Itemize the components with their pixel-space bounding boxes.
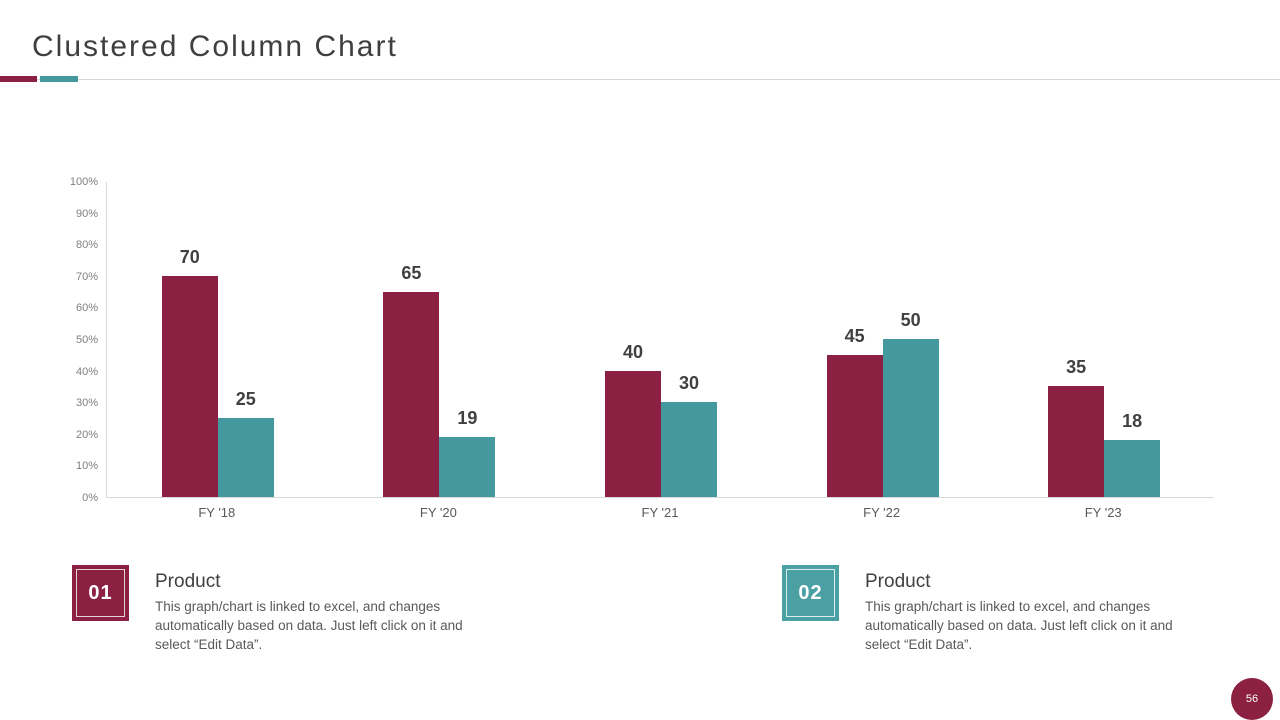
bar-value-label: 70 — [179, 246, 200, 267]
bar-series2-cat3[interactable] — [661, 402, 717, 497]
bar-series2-cat1[interactable] — [217, 418, 274, 497]
x-axis-label: FY '18 — [198, 505, 236, 520]
divider-accent-maroon — [0, 76, 37, 82]
page-number: 56 — [1245, 693, 1259, 705]
title-divider — [0, 79, 1280, 80]
y-axis-tick: 30% — [75, 397, 98, 410]
page-title: Clustered Column Chart — [32, 30, 398, 63]
y-axis-tick: 40% — [75, 365, 98, 378]
callout-01-number-badge: 01 — [72, 565, 129, 621]
callout-product-01: 01 Product This graph/chart is linked to… — [72, 565, 500, 654]
bar-series1-cat3[interactable] — [605, 370, 661, 497]
bar-value-label: 45 — [844, 325, 865, 346]
bar-series1-cat1[interactable] — [161, 275, 218, 497]
bar-value-label: 40 — [622, 341, 644, 362]
callout-02-title: Product — [865, 571, 931, 592]
bar-series2-cat2[interactable] — [439, 436, 496, 497]
x-axis-label: FY '21 — [641, 505, 679, 520]
callout-product-02: 02 Product This graph/chart is linked to… — [782, 565, 1210, 654]
bar-value-label: 19 — [457, 407, 478, 428]
bar-series2-cat4[interactable] — [882, 339, 939, 497]
y-axis-tick: 80% — [75, 239, 98, 252]
callout-01-description: This graph/chart is linked to excel, and… — [155, 599, 463, 652]
y-axis-tick: 70% — [75, 270, 98, 283]
y-axis: 0% 10% 20% 30% 40% 50% 60% 70% 80% 90% 100% — [0, 176, 98, 504]
plot-area: 70 25 65 19 40 30 45 50 35 18 — [106, 182, 1214, 498]
callout-02-number-badge: 02 — [782, 565, 839, 621]
divider-accent-teal — [40, 76, 78, 82]
bar-series2-cat5[interactable] — [1104, 440, 1161, 497]
bar-series1-cat4[interactable] — [826, 354, 883, 497]
x-axis-label: FY '23 — [1084, 505, 1122, 520]
bar-value-label: 50 — [900, 310, 921, 330]
x-axis-label: FY '22 — [863, 505, 901, 520]
y-axis-tick: 0% — [82, 492, 98, 504]
y-axis-tick: 50% — [75, 334, 98, 346]
bar-value-label: 65 — [401, 262, 422, 283]
callout-02-description: This graph/chart is linked to excel, and… — [865, 599, 1173, 652]
callout-01-title: Product — [155, 571, 221, 592]
x-axis: FY '18 FY '20 FY '21 FY '22 FY '23 — [106, 505, 1214, 525]
page-number-badge: 56 — [1231, 678, 1273, 720]
y-axis-tick: 90% — [75, 207, 98, 220]
bar-value-label: 30 — [678, 373, 700, 394]
callout-01-number: 01 — [88, 581, 113, 604]
bar-value-label: 25 — [235, 389, 256, 409]
y-axis-tick: 60% — [75, 302, 98, 315]
y-axis-tick: 100% — [69, 176, 98, 188]
x-axis-label: FY '20 — [419, 505, 457, 520]
callout-02-number: 02 — [798, 581, 823, 604]
y-axis-tick: 10% — [75, 460, 98, 473]
bar-series1-cat2[interactable] — [383, 291, 440, 497]
bar-value-label: 18 — [1122, 411, 1143, 432]
y-axis-tick: 20% — [75, 428, 98, 441]
bar-series1-cat5[interactable] — [1048, 386, 1105, 497]
bar-value-label: 35 — [1066, 357, 1087, 378]
